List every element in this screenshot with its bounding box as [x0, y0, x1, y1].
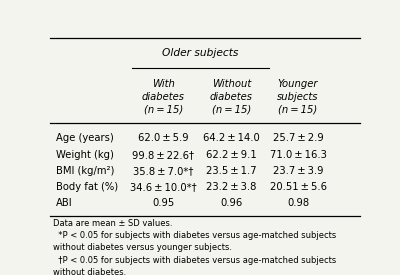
Text: ABI: ABI: [56, 198, 73, 208]
Text: 62.2 ± 9.1: 62.2 ± 9.1: [206, 150, 257, 160]
Text: 20.51 ± 5.6: 20.51 ± 5.6: [270, 182, 326, 192]
Text: 23.7 ± 3.9: 23.7 ± 3.9: [273, 166, 323, 176]
Text: 25.7 ± 2.9: 25.7 ± 2.9: [273, 133, 323, 143]
Text: without diabetes.: without diabetes.: [53, 268, 126, 275]
Text: Age (years): Age (years): [56, 133, 114, 143]
Text: 0.95: 0.95: [152, 198, 174, 208]
Text: without diabetes versus younger subjects.: without diabetes versus younger subjects…: [53, 243, 232, 252]
Text: 71.0 ± 16.3: 71.0 ± 16.3: [270, 150, 326, 160]
Text: Younger
subjects
(n = 15): Younger subjects (n = 15): [277, 79, 319, 114]
Text: Body fat (%): Body fat (%): [56, 182, 118, 192]
Text: 23.5 ± 1.7: 23.5 ± 1.7: [206, 166, 257, 176]
Text: 64.2 ± 14.0: 64.2 ± 14.0: [203, 133, 260, 143]
Text: 62.0 ± 5.9: 62.0 ± 5.9: [138, 133, 188, 143]
Text: 99.8 ± 22.6†: 99.8 ± 22.6†: [132, 150, 194, 160]
Text: Older subjects: Older subjects: [162, 48, 238, 58]
Text: 0.96: 0.96: [220, 198, 242, 208]
Text: Without
diabetes
(n = 15): Without diabetes (n = 15): [210, 79, 253, 114]
Text: 0.98: 0.98: [287, 198, 309, 208]
Text: 23.2 ± 3.8: 23.2 ± 3.8: [206, 182, 256, 192]
Text: *P < 0.05 for subjects with diabetes versus age-matched subjects: *P < 0.05 for subjects with diabetes ver…: [53, 231, 336, 240]
Text: BMI (kg/m²): BMI (kg/m²): [56, 166, 114, 176]
Text: With
diabetes
(n = 15): With diabetes (n = 15): [142, 79, 185, 114]
Text: 34.6 ± 10.0*†: 34.6 ± 10.0*†: [130, 182, 196, 192]
Text: 35.8 ± 7.0*†: 35.8 ± 7.0*†: [133, 166, 193, 176]
Text: Data are mean ± SD values.: Data are mean ± SD values.: [53, 219, 173, 228]
Text: †P < 0.05 for subjects with diabetes versus age-matched subjects: †P < 0.05 for subjects with diabetes ver…: [53, 255, 336, 265]
Text: Weight (kg): Weight (kg): [56, 150, 114, 160]
